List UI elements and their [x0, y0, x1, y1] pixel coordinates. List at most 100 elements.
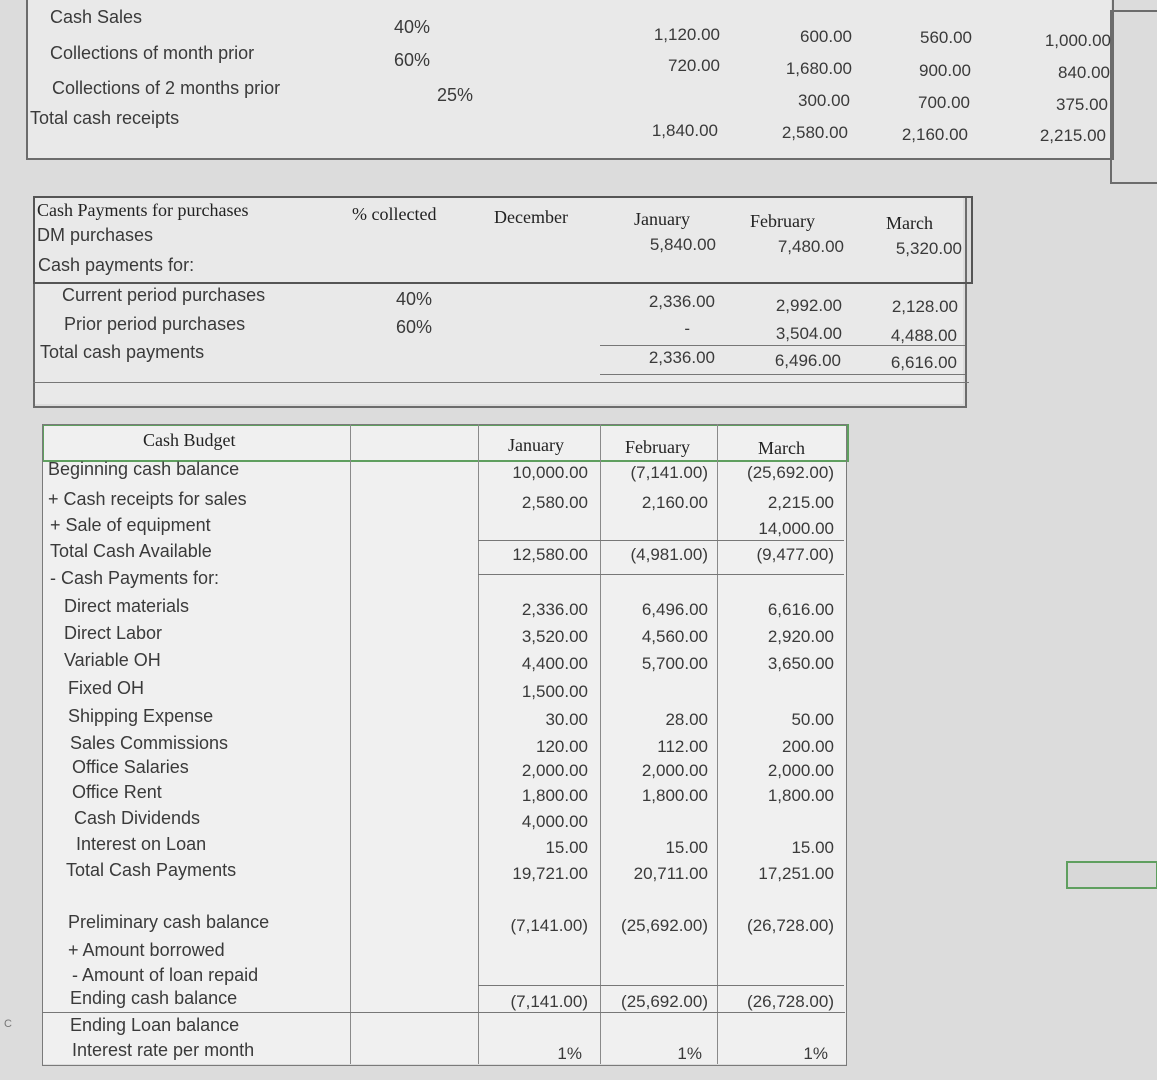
budget-cell: (25,692.00) — [621, 992, 708, 1011]
payments-prior: 3,504.00 — [775, 324, 842, 343]
payments-title: Cash Payments for purchases — [37, 200, 249, 220]
receipts-label: Collections of month prior — [50, 43, 255, 63]
edge-char: C — [4, 1018, 12, 1030]
budget-cell: 15.00 — [545, 838, 588, 857]
payments-prior: - — [684, 319, 690, 338]
receipts-value: 1,120.00 — [653, 25, 720, 44]
receipts-pct: 25% — [437, 85, 474, 105]
budget-row-line — [478, 540, 844, 541]
receipts-label: Collections of 2 months prior — [52, 78, 281, 98]
payments-total: 6,496.00 — [774, 351, 841, 370]
payments-total: 2,336.00 — [648, 348, 715, 367]
budget-cell: 4,000.00 — [521, 812, 588, 831]
payments-pct: 40% — [396, 289, 433, 309]
budget-cell: 1,800.00 — [767, 786, 834, 805]
receipts-value: 1,000.00 — [1044, 31, 1111, 50]
receipts-value: 700.00 — [918, 93, 970, 112]
payments-current: 2,992.00 — [775, 296, 842, 315]
budget-cell: 1,800.00 — [521, 786, 588, 805]
payments-current: 2,128.00 — [891, 297, 958, 316]
receipts-pct: 40% — [394, 17, 431, 37]
receipts-pct: 60% — [394, 50, 431, 70]
receipts-label: Cash Sales — [50, 7, 143, 27]
budget-cell: 2,920.00 — [767, 627, 834, 646]
receipts-value: 1,680.00 — [785, 59, 852, 78]
receipts-value: 2,215.00 — [1039, 126, 1106, 145]
payments-prior: 4,488.00 — [890, 326, 957, 345]
budget-title: Cash Budget — [143, 430, 236, 450]
receipts-panel — [26, 0, 1111, 160]
payments-total-line — [600, 374, 965, 375]
payments-pct: 60% — [396, 317, 433, 337]
budget-cell: 1% — [677, 1044, 702, 1063]
budget-cell: 1,500.00 — [521, 682, 588, 701]
budget-month-header: February — [625, 437, 690, 457]
budget-row-label: Sales Commissions — [70, 733, 229, 753]
receipts-value: 1,840.00 — [651, 121, 718, 140]
budget-row-label: Preliminary cash balance — [68, 912, 270, 932]
budget-row-label: Direct materials — [64, 596, 190, 616]
budget-row-label: Interest rate per month — [72, 1040, 255, 1060]
budget-cell: (26,728.00) — [747, 916, 834, 935]
budget-cell: (7,141.00) — [510, 916, 589, 935]
payments-total: 6,616.00 — [890, 353, 957, 372]
budget-row-label: - Cash Payments for: — [50, 568, 220, 588]
budget-cell: 200.00 — [782, 737, 834, 756]
budget-cell: 17,251.00 — [758, 864, 834, 883]
budget-row-line — [478, 574, 844, 575]
budget-cell: 6,616.00 — [767, 600, 834, 619]
budget-cell: 5,700.00 — [641, 654, 708, 673]
payments-december-header: December — [494, 207, 568, 227]
receipts-value: 900.00 — [919, 61, 971, 80]
budget-cell: 19,721.00 — [512, 864, 588, 883]
budget-cell: 10,000.00 — [512, 463, 588, 482]
budget-cell: (25,692.00) — [747, 463, 834, 482]
budget-cell: (7,141.00) — [630, 463, 709, 482]
budget-row-label: Interest on Loan — [76, 834, 207, 854]
budget-header-box — [42, 424, 849, 462]
budget-cell: 2,000.00 — [767, 761, 834, 780]
payments-dm: 5,840.00 — [649, 235, 716, 254]
budget-cell: 14,000.00 — [758, 519, 834, 538]
budget-row-label: Direct Labor — [64, 623, 163, 643]
payments-month-header: February — [750, 211, 815, 231]
budget-month-header: March — [758, 438, 805, 458]
budget-cell: 15.00 — [791, 838, 834, 857]
budget-cell: 4,400.00 — [521, 654, 588, 673]
budget-cell: (9,477.00) — [756, 545, 835, 564]
budget-cell: 120.00 — [536, 737, 588, 756]
side-cell — [1066, 861, 1157, 889]
budget-cell: 1% — [557, 1044, 582, 1063]
budget-col-line — [717, 424, 718, 1064]
payments-dm: 5,320.00 — [895, 239, 962, 258]
payments-label: Cash payments for: — [38, 255, 195, 275]
payments-bottom-line — [33, 382, 969, 383]
payments-month-header: January — [634, 209, 690, 229]
payments-label: Total cash payments — [40, 342, 205, 362]
receipts-value: 2,580.00 — [781, 123, 848, 142]
budget-cell: 2,215.00 — [767, 493, 834, 512]
budget-cell: 2,580.00 — [521, 493, 588, 512]
payments-collected-header: % collected — [352, 204, 437, 224]
receipts-label: Total cash receipts — [30, 108, 180, 128]
budget-cell: 2,336.00 — [521, 600, 588, 619]
payments-label: Prior period purchases — [64, 314, 246, 334]
budget-row-label: + Cash receipts for sales — [48, 489, 247, 509]
receipts-value: 375.00 — [1056, 95, 1108, 114]
budget-cell: 2,000.00 — [521, 761, 588, 780]
budget-row-line — [478, 985, 844, 986]
budget-row-label: Beginning cash balance — [48, 459, 240, 479]
payments-current: 2,336.00 — [648, 292, 715, 311]
budget-row-label: + Amount borrowed — [68, 940, 225, 960]
budget-row-label: Cash Dividends — [74, 808, 201, 828]
payments-label: Current period purchases — [62, 285, 266, 305]
budget-row-label: Ending cash balance — [70, 988, 238, 1008]
receipts-box — [26, 0, 1114, 160]
budget-cell: (4,981.00) — [630, 545, 709, 564]
budget-row-label: Ending Loan balance — [70, 1015, 240, 1035]
budget-cell: 30.00 — [545, 710, 588, 729]
budget-row-label: Office Salaries — [72, 757, 189, 777]
budget-cell: 2,000.00 — [641, 761, 708, 780]
receipts-value: 840.00 — [1058, 63, 1110, 82]
budget-cell: 3,650.00 — [767, 654, 834, 673]
